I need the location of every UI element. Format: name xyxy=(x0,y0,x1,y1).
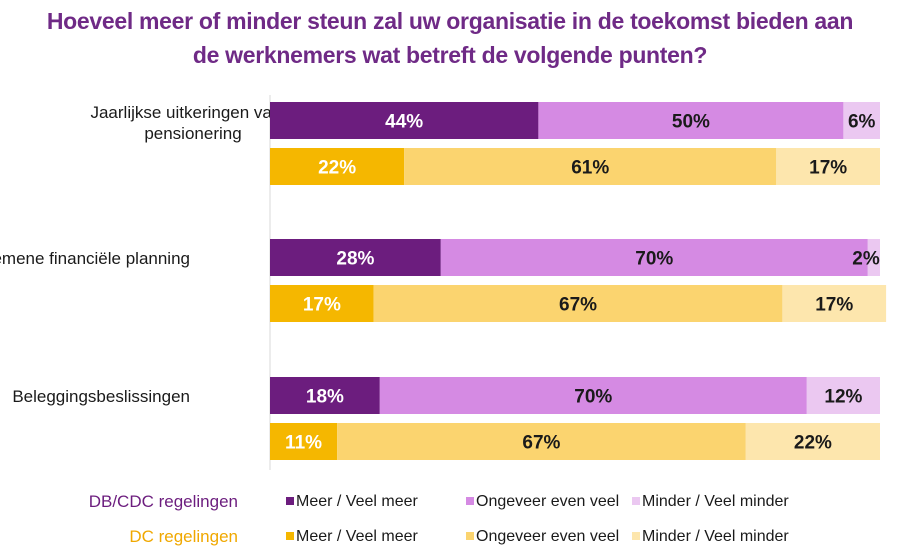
legend-item-dc-minder: Minder / Veel minder xyxy=(632,528,789,546)
bar-dc-ongeveer-2 xyxy=(337,423,746,460)
legend-row-db: DB/CDC regelingen Meer / Veel meer Ongev… xyxy=(0,490,900,514)
data-label-dc-meer-1: 17% xyxy=(303,295,341,316)
bar-db-minder-2 xyxy=(806,377,880,414)
data-label-db-ongeveer-2: 70% xyxy=(574,387,612,408)
bar-db-meer-1 xyxy=(270,239,441,276)
bar-db-meer-0 xyxy=(270,102,539,139)
legend-item-dc-ongeveer: Ongeveer even veel xyxy=(466,528,619,546)
category-label-0: Jaarlijkse uitkeringen vanaf pensionering xyxy=(90,103,295,143)
bar-db-ongeveer-2 xyxy=(379,377,807,414)
bar-dc-meer-0 xyxy=(270,148,405,185)
legend-item-db-ongeveer: Ongeveer even veel xyxy=(466,493,619,511)
category-label-1: Algemene financiële planning xyxy=(0,249,190,268)
data-label-dc-minder-2: 22% xyxy=(794,433,832,454)
legend-row-dc: DC regelingen Meer / Veel meer Ongeveer … xyxy=(0,525,900,549)
bar-dc-minder-0 xyxy=(776,148,880,185)
legend-label-db-meer: Meer / Veel meer xyxy=(296,493,418,510)
legend-label-db-ongeveer: Ongeveer even veel xyxy=(476,493,620,510)
bar-dc-ongeveer-0 xyxy=(404,148,777,185)
data-label-dc-minder-1: 17% xyxy=(815,295,853,316)
data-label-db-meer-1: 28% xyxy=(336,249,374,270)
data-label-dc-meer-2: 11% xyxy=(285,433,322,454)
bar-dc-meer-2 xyxy=(270,423,338,460)
bar-dc-ongeveer-1 xyxy=(373,285,783,322)
legend-item-dc-meer: Meer / Veel meer xyxy=(286,528,418,546)
chart-title-line-1: Hoeveel meer of minder steun zal uw orga… xyxy=(46,8,854,34)
data-label-db-minder-1: 2% xyxy=(852,249,880,270)
legend-item-db-meer: Meer / Veel meer xyxy=(286,493,418,511)
data-label-dc-ongeveer-2: 67% xyxy=(522,433,560,454)
data-label-db-meer-0: 44% xyxy=(385,112,423,133)
bar-dc-meer-1 xyxy=(270,285,374,322)
legend-label-db-minder: Minder / Veel minder xyxy=(642,493,789,510)
data-label-db-minder-2: 12% xyxy=(824,387,862,408)
chart-title: Hoeveel meer of minder steun zal uw orga… xyxy=(0,4,900,72)
legend-group-db: DB/CDC regelingen xyxy=(88,492,238,511)
data-label-db-ongeveer-1: 70% xyxy=(635,249,673,270)
legend-swatch-db-minder xyxy=(632,497,640,505)
bar-db-minder-1 xyxy=(867,239,880,276)
legend-swatch-db-ongeveer xyxy=(466,497,474,505)
legend-label-dc-minder: Minder / Veel minder xyxy=(642,528,789,545)
stacked-bar-chart: Jaarlijkse uitkeringen vanaf pensionering… xyxy=(0,95,887,470)
bar-db-ongeveer-1 xyxy=(440,239,868,276)
data-label-db-minder-0: 6% xyxy=(848,112,876,133)
data-label-dc-ongeveer-1: 67% xyxy=(559,295,597,316)
category-label-2: Beleggingsbeslissingen xyxy=(12,387,190,406)
bar-db-ongeveer-0 xyxy=(538,102,844,139)
legend-swatch-db-meer xyxy=(286,497,294,505)
data-label-dc-minder-0: 17% xyxy=(809,158,847,179)
legend-label-dc-meer: Meer / Veel meer xyxy=(296,528,418,545)
data-label-db-meer-2: 18% xyxy=(306,387,344,408)
legend-group-dc: DC regelingen xyxy=(129,527,238,546)
legend-label-dc-ongeveer: Ongeveer even veel xyxy=(476,528,620,545)
data-label-db-ongeveer-0: 50% xyxy=(672,112,710,133)
bar-db-minder-0 xyxy=(843,102,880,139)
bar-db-meer-2 xyxy=(270,377,380,414)
bar-dc-minder-2 xyxy=(745,423,880,460)
legend-swatch-dc-meer xyxy=(286,532,294,540)
bar-dc-minder-1 xyxy=(782,285,887,322)
data-label-dc-ongeveer-0: 61% xyxy=(571,158,609,179)
chart-title-line-2: de werknemers wat betreft de volgende pu… xyxy=(192,42,708,68)
data-label-dc-meer-0: 22% xyxy=(318,158,356,179)
legend-item-db-minder: Minder / Veel minder xyxy=(632,493,789,511)
legend-swatch-dc-minder xyxy=(632,532,640,540)
legend-swatch-dc-ongeveer xyxy=(466,532,474,540)
